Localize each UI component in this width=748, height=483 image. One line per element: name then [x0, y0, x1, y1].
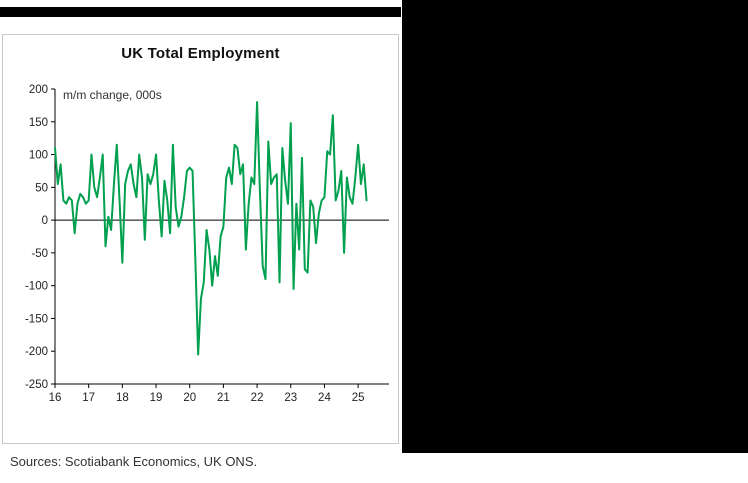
svg-text:17: 17 [82, 392, 95, 404]
svg-text:-50: -50 [31, 248, 48, 260]
svg-text:0: 0 [42, 215, 48, 227]
svg-text:-250: -250 [25, 379, 48, 391]
right-black-panel [402, 0, 748, 453]
svg-text:20: 20 [183, 392, 196, 404]
chart-title: UK Total Employment [121, 45, 280, 62]
svg-text:23: 23 [284, 392, 297, 404]
svg-text:100: 100 [29, 150, 48, 162]
svg-text:16: 16 [49, 392, 62, 404]
svg-text:22: 22 [251, 392, 264, 404]
svg-text:21: 21 [217, 392, 230, 404]
svg-text:-150: -150 [25, 313, 48, 325]
svg-text:-100: -100 [25, 281, 48, 293]
svg-text:24: 24 [318, 392, 331, 404]
svg-text:19: 19 [150, 392, 163, 404]
svg-text:18: 18 [116, 392, 129, 404]
svg-text:25: 25 [352, 392, 365, 404]
svg-text:-200: -200 [25, 346, 48, 358]
svg-text:m/m change, 000s: m/m change, 000s [63, 88, 162, 102]
source-note: Sources: Scotiabank Economics, UK ONS. [10, 454, 258, 469]
svg-text:200: 200 [29, 84, 48, 96]
top-black-bar [0, 7, 401, 17]
svg-text:50: 50 [35, 182, 48, 194]
chart-card: UK Total Employment 200 150 100 50 0 -50 -100 -… [2, 34, 399, 444]
svg-text:150: 150 [29, 117, 48, 129]
